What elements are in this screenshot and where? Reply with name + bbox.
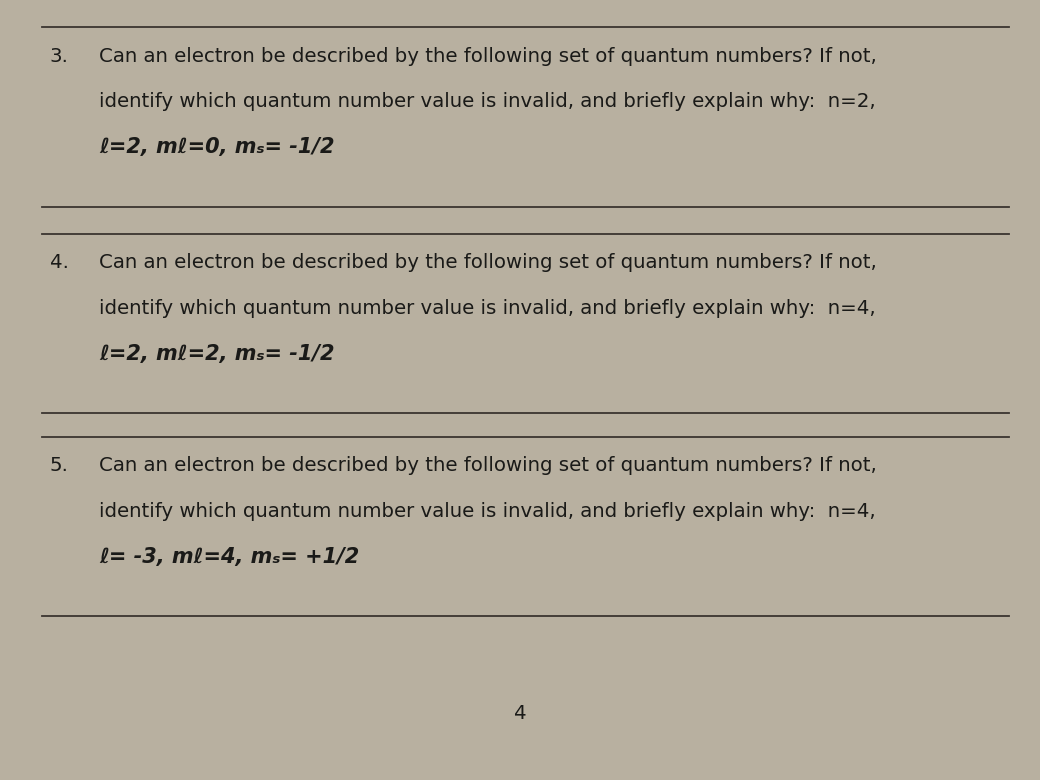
Text: identify which quantum number value is invalid, and briefly explain why:  n=4,: identify which quantum number value is i…	[99, 299, 876, 317]
Text: identify which quantum number value is invalid, and briefly explain why:  n=4,: identify which quantum number value is i…	[99, 502, 876, 520]
Text: 5.: 5.	[50, 456, 69, 475]
Text: Can an electron be described by the following set of quantum numbers? If not,: Can an electron be described by the foll…	[99, 47, 877, 66]
Text: identify which quantum number value is invalid, and briefly explain why:  n=2,: identify which quantum number value is i…	[99, 92, 876, 111]
Text: 4: 4	[514, 704, 526, 723]
Text: ℓ= -3, mℓ=4, mₛ= +1/2: ℓ= -3, mℓ=4, mₛ= +1/2	[99, 547, 359, 567]
Text: ℓ=2, mℓ=0, mₛ= -1/2: ℓ=2, mℓ=0, mₛ= -1/2	[99, 137, 334, 158]
Text: ℓ=2, mℓ=2, mₛ= -1/2: ℓ=2, mℓ=2, mₛ= -1/2	[99, 344, 334, 364]
Text: 4.: 4.	[50, 254, 69, 272]
Text: Can an electron be described by the following set of quantum numbers? If not,: Can an electron be described by the foll…	[99, 456, 877, 475]
Text: 3.: 3.	[50, 47, 69, 66]
Text: Can an electron be described by the following set of quantum numbers? If not,: Can an electron be described by the foll…	[99, 254, 877, 272]
